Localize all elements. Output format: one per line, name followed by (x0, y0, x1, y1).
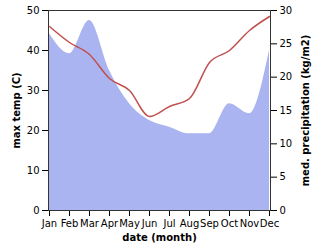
svg-text:0: 0 (33, 205, 39, 216)
svg-text:Nov: Nov (240, 218, 260, 229)
svg-text:10: 10 (280, 138, 293, 149)
svg-text:date (month): date (month) (122, 232, 196, 243)
svg-text:Sep: Sep (200, 218, 219, 229)
svg-text:max temp (C): max temp (C) (11, 72, 22, 148)
svg-text:med. precipitation (kg/m2): med. precipitation (kg/m2) (300, 35, 311, 187)
svg-text:0: 0 (280, 205, 286, 216)
svg-text:Mar: Mar (80, 218, 100, 229)
svg-text:50: 50 (27, 5, 40, 16)
svg-text:25: 25 (280, 38, 293, 49)
svg-text:Jul: Jul (162, 218, 175, 229)
svg-text:20: 20 (27, 125, 40, 136)
svg-text:Feb: Feb (61, 218, 79, 229)
svg-text:30: 30 (27, 85, 40, 96)
svg-text:Apr: Apr (101, 218, 119, 229)
svg-text:Jun: Jun (141, 218, 158, 229)
svg-text:Dec: Dec (260, 218, 279, 229)
svg-text:10: 10 (27, 165, 40, 176)
svg-text:40: 40 (27, 45, 40, 56)
svg-text:5: 5 (280, 171, 286, 182)
svg-text:30: 30 (280, 5, 293, 16)
svg-text:20: 20 (280, 71, 293, 82)
svg-text:Oct: Oct (221, 218, 238, 229)
svg-text:Aug: Aug (180, 218, 200, 229)
svg-text:Jan: Jan (41, 218, 57, 229)
svg-text:May: May (119, 218, 140, 229)
svg-text:15: 15 (280, 105, 293, 116)
